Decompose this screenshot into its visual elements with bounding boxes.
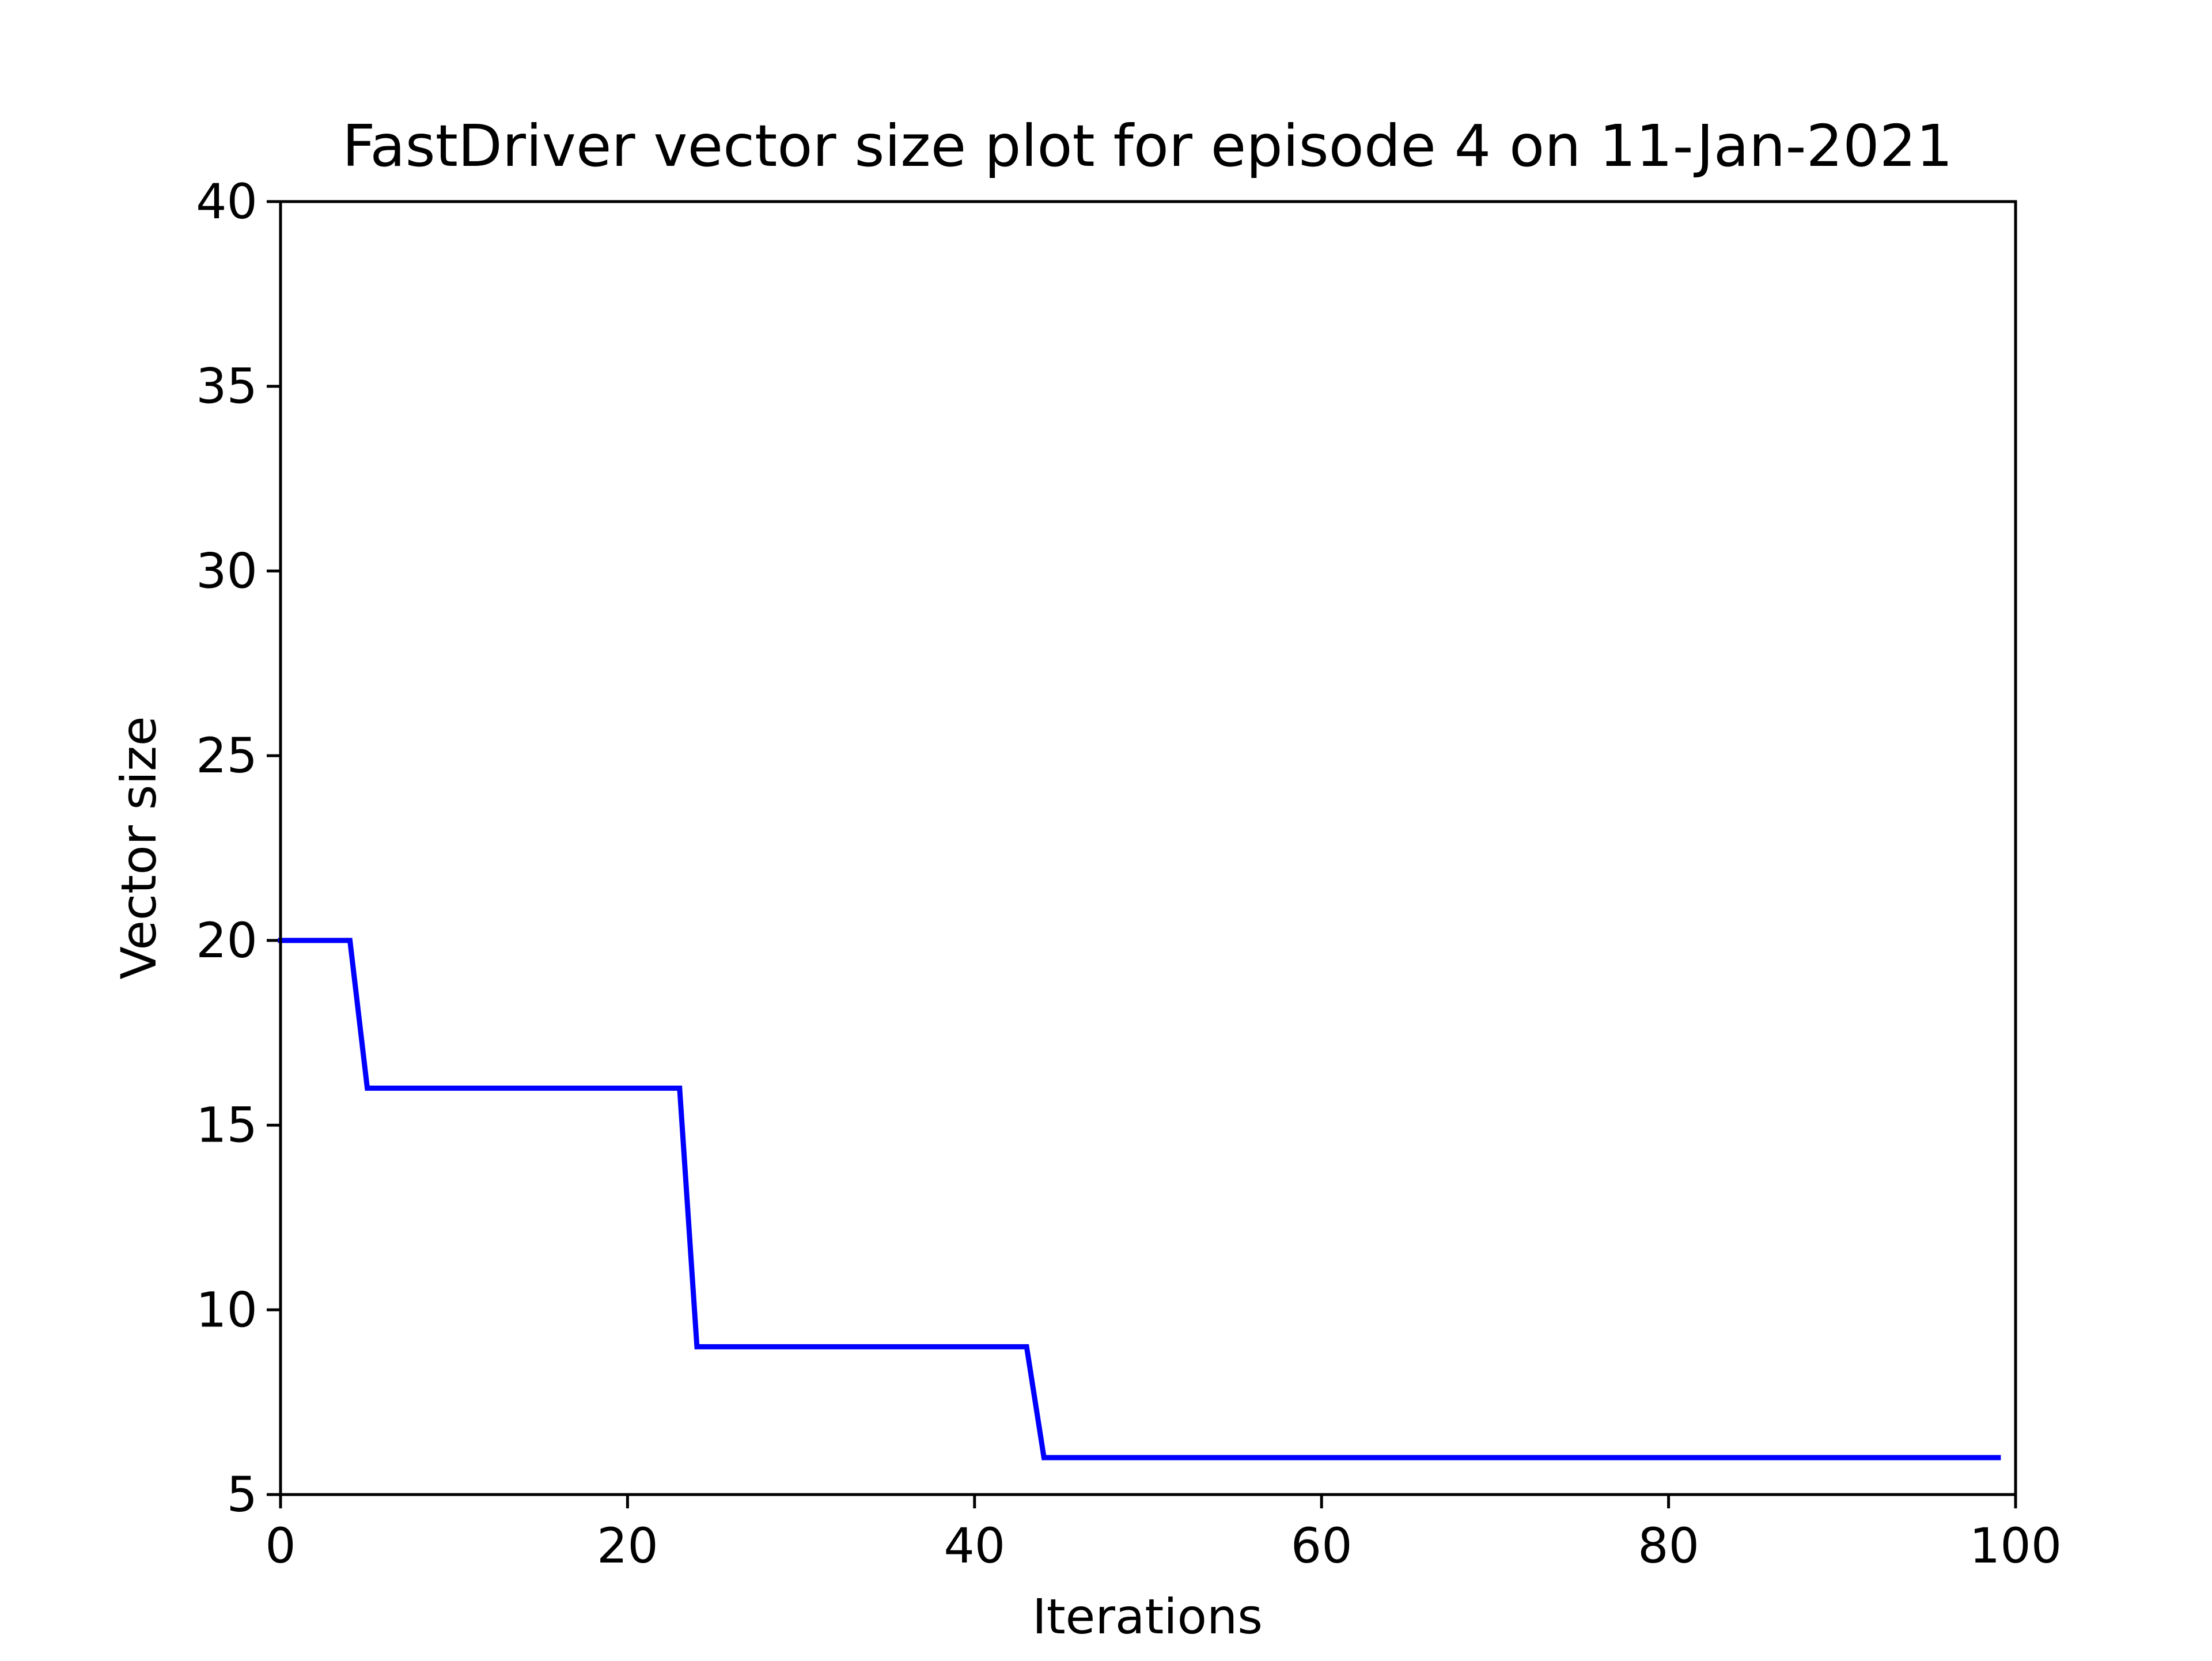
y-tick-label: 20 [196,912,257,969]
y-tick-label: 30 [196,543,257,599]
y-tick-label: 15 [196,1097,257,1154]
y-tick-label: 40 [196,173,257,230]
x-tick-label: 60 [1291,1518,1353,1574]
x-tick-label: 0 [265,1518,296,1574]
series-line [278,938,2001,1461]
x-tick-label: 80 [1638,1518,1699,1574]
y-axis-label: Vector size [111,716,167,979]
plot-area-frame [279,200,2017,1496]
y-tick-label: 5 [227,1466,257,1523]
y-axis-ticks: 5 10 15 20 25 30 35 40 [196,173,281,1523]
x-axis-ticks: 0 20 40 60 80 100 [265,1495,2062,1574]
x-tick-label: 20 [597,1518,658,1574]
x-tick-label: 100 [1969,1518,2062,1574]
y-tick-label: 25 [196,727,257,784]
x-tick-label: 40 [944,1518,1005,1574]
y-tick-label: 10 [196,1281,257,1338]
chart-title: FastDriver vector size plot for episode … [342,112,1953,180]
y-tick-label: 35 [196,358,257,415]
x-axis-label: Iterations [1032,1588,1263,1645]
